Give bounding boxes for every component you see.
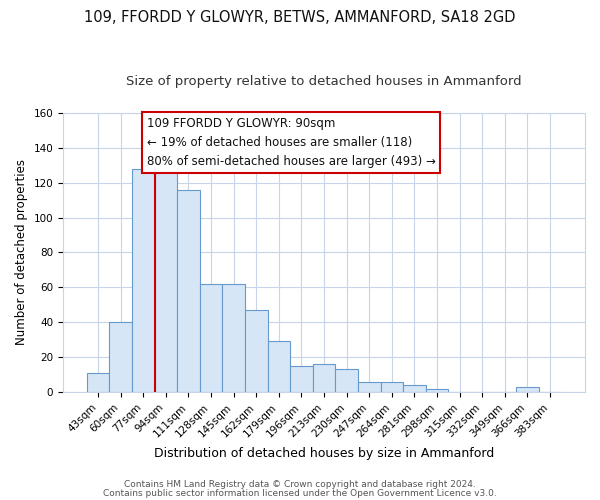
Bar <box>335 370 358 392</box>
Bar <box>516 387 539 392</box>
Bar <box>177 190 200 392</box>
Title: Size of property relative to detached houses in Ammanford: Size of property relative to detached ho… <box>126 75 522 88</box>
Bar <box>425 388 448 392</box>
X-axis label: Distribution of detached houses by size in Ammanford: Distribution of detached houses by size … <box>154 447 494 460</box>
Bar <box>313 364 335 392</box>
Bar <box>132 168 155 392</box>
Bar <box>155 168 177 392</box>
Bar <box>290 366 313 392</box>
Text: 109 FFORDD Y GLOWYR: 90sqm
← 19% of detached houses are smaller (118)
80% of sem: 109 FFORDD Y GLOWYR: 90sqm ← 19% of deta… <box>146 117 436 168</box>
Bar <box>403 385 425 392</box>
Bar <box>268 342 290 392</box>
Text: 109, FFORDD Y GLOWYR, BETWS, AMMANFORD, SA18 2GD: 109, FFORDD Y GLOWYR, BETWS, AMMANFORD, … <box>84 10 516 25</box>
Bar <box>223 284 245 392</box>
Bar <box>380 382 403 392</box>
Y-axis label: Number of detached properties: Number of detached properties <box>15 160 28 346</box>
Text: Contains HM Land Registry data © Crown copyright and database right 2024.: Contains HM Land Registry data © Crown c… <box>124 480 476 489</box>
Bar <box>87 373 109 392</box>
Bar <box>358 382 380 392</box>
Bar <box>109 322 132 392</box>
Text: Contains public sector information licensed under the Open Government Licence v3: Contains public sector information licen… <box>103 489 497 498</box>
Bar <box>200 284 223 392</box>
Bar <box>245 310 268 392</box>
